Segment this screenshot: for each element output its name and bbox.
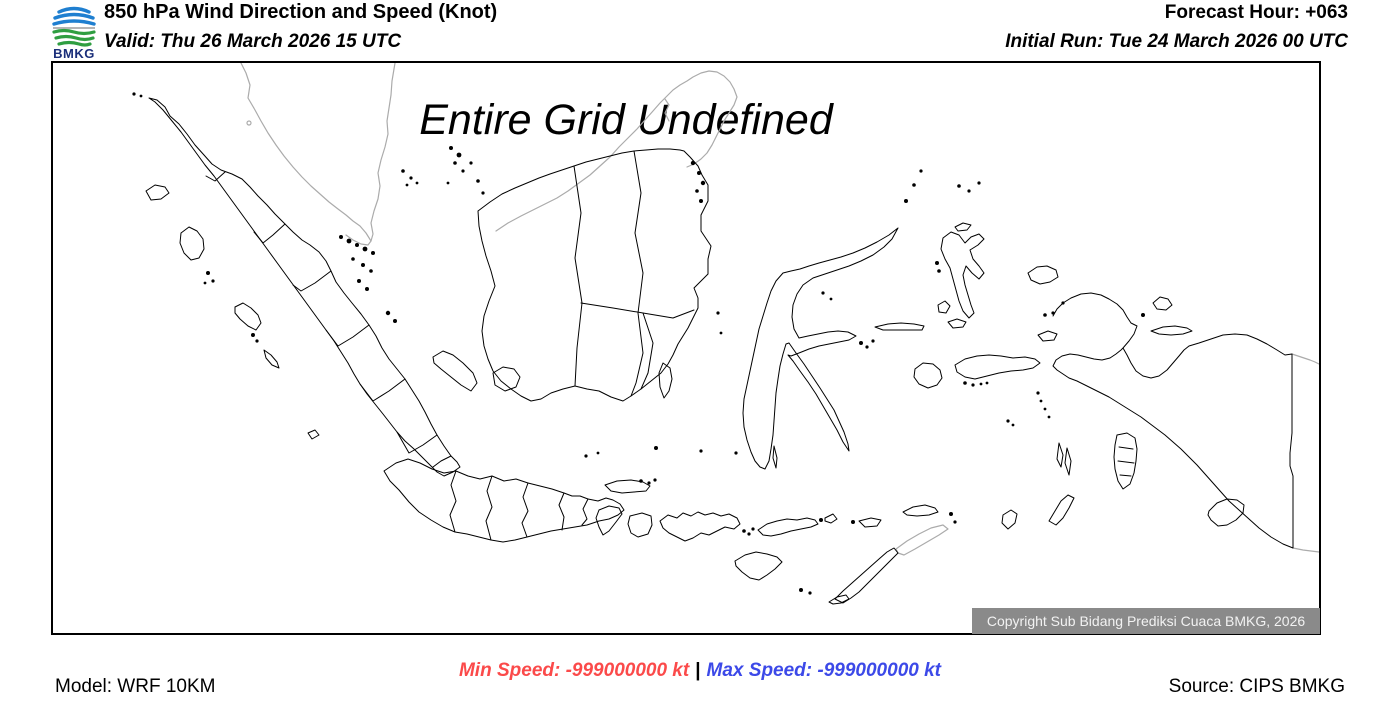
- model-label: Model: WRF 10KM: [55, 676, 216, 697]
- valid-time-label: Valid: Thu 26 March 2026 15 UTC: [104, 31, 402, 52]
- initial-run-label: Initial Run: Tue 24 March 2026 00 UTC: [1005, 31, 1348, 52]
- bmkg-logo: BMKG: [52, 6, 96, 60]
- bmkg-logo-text: BMKG: [53, 46, 95, 60]
- speed-separator: |: [695, 660, 701, 681]
- speed-range-label: Min Speed: -999000000 kt | Max Speed: -999…: [0, 660, 1400, 682]
- min-speed-label: Min Speed: -999000000 kt: [458, 660, 690, 681]
- islands-maluku: [874, 222, 1138, 490]
- page-title: 850 hPa Wind Direction and Speed (Knot): [104, 1, 498, 23]
- island-papua: [1027, 265, 1294, 549]
- island-sulawesi: [742, 169, 981, 470]
- island-kalimantan: [477, 148, 723, 402]
- grid-undefined-label: Entire Grid Undefined: [419, 96, 833, 144]
- source-label: Source: CIPS BMKG: [1168, 676, 1345, 697]
- forecast-map: Entire Grid Undefined: [51, 61, 1321, 635]
- forecast-hour-label: Forecast Hour: +063: [1164, 2, 1348, 23]
- island-sumatra: [132, 92, 521, 477]
- copyright-banner: Copyright Sub Bidang Prediksi Cuaca BMKG…: [972, 608, 1320, 634]
- bmkg-logo-mark: [52, 6, 96, 47]
- island-java-nusa-tenggara: [383, 446, 1075, 605]
- coastline-layer: [132, 63, 1319, 605]
- max-speed-label: Max Speed: -999000000 kt: [706, 660, 941, 681]
